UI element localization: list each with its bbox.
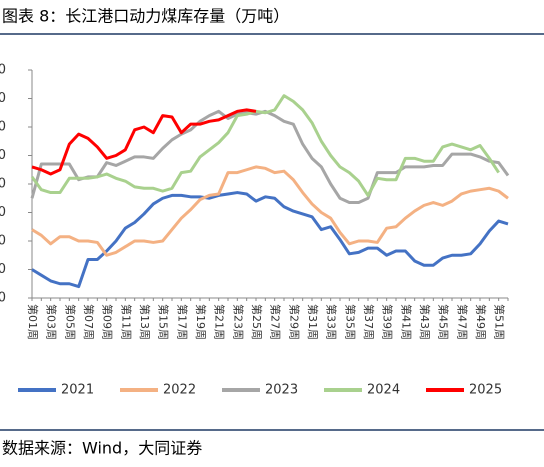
x-tick-label: 第03周 [45,304,59,340]
x-tick-label: 第49周 [474,304,488,340]
series-line [30,94,500,197]
series-line [31,108,257,176]
legend-label: 2022 [163,383,196,398]
x-tick-label: 第39周 [381,304,395,340]
x-tick-label: 第21周 [213,304,227,340]
x-tick-label: 第35周 [343,304,357,340]
x-tick-label: 第23周 [231,304,245,340]
x-tick-label: 第33周 [325,304,339,340]
x-tick-label: 第09周 [101,304,115,340]
x-tick-label: 第43周 [418,304,432,340]
legend-label: 2024 [367,383,400,398]
x-tick-label: 第01周 [26,304,40,340]
series-line [30,109,510,205]
legend-label: 2025 [469,383,502,398]
y-tick-label: 100 [0,262,6,277]
x-tick-label: 第47周 [455,304,469,340]
x-tick-label: 第51周 [493,304,507,340]
x-tick-label: 第17周 [175,304,189,340]
y-tick-label: 500 [0,148,6,163]
legend-label: 2023 [265,383,298,398]
x-tick-label: 第29周 [287,304,301,340]
x-tick-label: 第37周 [362,304,376,340]
chart-title: 图表 8：长江港口动力煤库存量（万吨） [2,7,289,26]
x-tick-label: 第27周 [269,304,283,340]
x-tick-label: 第41周 [399,304,413,340]
y-tick-label: 600 [0,120,6,135]
series-line [31,165,509,257]
y-tick-label: 300 [0,205,6,220]
x-tick-label: 第05周 [63,304,77,340]
x-tick-label: 第11周 [119,304,133,340]
x-tick-label: 第15周 [157,304,171,340]
y-tick-label: 700 [0,91,6,106]
x-tick-label: 第25周 [250,304,264,340]
y-tick-label: 0 [0,291,6,306]
source-note: 数据来源：Wind，大同证券 [2,439,202,458]
x-tick-label: 第07周 [82,304,96,340]
x-tick-label: 第19周 [194,304,208,340]
y-tick-label: 800 [0,63,6,78]
x-tick-label: 第13周 [138,304,152,340]
legend-label: 2021 [61,383,94,398]
x-tick-label: 第31周 [306,304,320,340]
y-tick-label: 200 [0,234,6,249]
x-tick-label: 第45周 [437,304,451,340]
series-line [31,191,509,289]
y-tick-label: 400 [0,177,6,192]
